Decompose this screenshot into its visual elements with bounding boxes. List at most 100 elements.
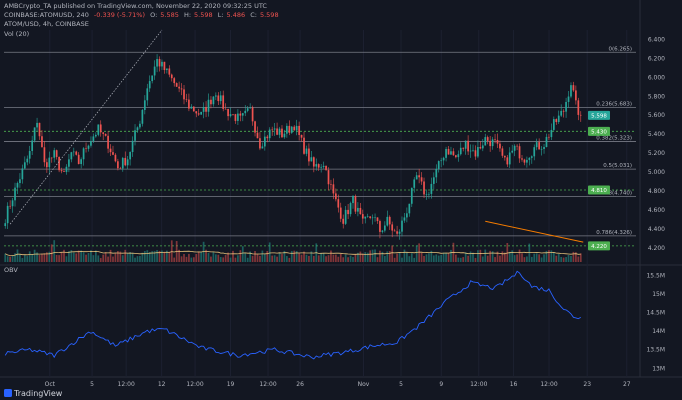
candle-body: [251, 107, 254, 122]
candle-body: [513, 145, 516, 151]
volume-bar: [543, 254, 545, 262]
candle-body: [523, 159, 526, 163]
obv-axis-tick: 15.5M: [646, 272, 665, 279]
volume-bar: [126, 252, 129, 262]
candle-body: [119, 168, 122, 169]
volume-bar: [383, 256, 386, 262]
volume-bar: [472, 252, 474, 262]
candle-body: [161, 61, 163, 67]
candle-body: [381, 230, 384, 232]
volume-bar: [437, 255, 440, 262]
volume-bar: [232, 250, 234, 262]
volume-bar: [361, 253, 364, 262]
open-value: 5.585: [160, 11, 179, 19]
candle-body: [192, 106, 195, 112]
volume-bar: [491, 251, 494, 262]
volume-bar: [107, 256, 109, 262]
volume-bar: [161, 250, 163, 262]
candle-body: [180, 88, 183, 90]
obv-axis-tick: 15M: [652, 291, 665, 298]
volume-bar: [381, 251, 384, 262]
dotted-trendline: [9, 29, 163, 225]
volume-bar: [325, 256, 327, 262]
volume-bar: [72, 252, 75, 262]
candle-body: [335, 193, 337, 200]
close-label: C:: [250, 11, 257, 19]
candle-body: [477, 147, 479, 157]
volume-bar: [146, 250, 149, 262]
candle-body: [63, 171, 65, 172]
volume-bar: [477, 250, 479, 262]
volume-bar: [166, 250, 168, 262]
volume-bar: [158, 250, 161, 262]
price-level-badge-label: 5.598: [591, 114, 607, 120]
fib-level-label: 0.382(5.323): [596, 135, 632, 141]
volume-bar: [55, 254, 58, 262]
low-label: L:: [217, 11, 224, 19]
volume-bar: [528, 243, 531, 262]
candle-body: [232, 114, 234, 115]
volume-bar: [46, 252, 48, 262]
candle-body: [271, 129, 274, 131]
candle-body: [163, 61, 166, 71]
volume-bar: [535, 253, 538, 262]
obv-axis-tick: 14M: [652, 328, 665, 335]
volume-bar: [80, 250, 83, 262]
volume-bar: [244, 252, 247, 262]
candle-body: [494, 139, 496, 140]
price-axis-tick: 4.200: [648, 245, 665, 252]
price-axis-tick: 6.000: [648, 74, 665, 81]
volume-bar: [183, 254, 185, 262]
volume-bar: [210, 256, 212, 262]
price-level-badge: [588, 241, 610, 251]
candle-body: [560, 110, 563, 116]
volume-bar: [349, 255, 352, 262]
candle-body: [396, 231, 398, 234]
volume-bar: [513, 255, 516, 262]
time-axis-tick: 12:00: [259, 381, 276, 388]
candle-body: [406, 213, 408, 218]
change-label: -0.339 (-5.71%): [93, 11, 145, 19]
candle-body: [156, 59, 158, 67]
volume-bar: [224, 255, 227, 262]
candle-body: [146, 88, 149, 101]
candle-body: [501, 148, 504, 156]
volume-bar: [481, 256, 484, 262]
candle-body: [121, 157, 124, 169]
volume-bar: [36, 252, 38, 262]
volume-bar: [572, 251, 575, 262]
volume-bar: [371, 249, 374, 262]
candle-body: [479, 147, 482, 149]
candle-body: [550, 129, 553, 138]
volume-bar: [276, 256, 278, 262]
time-axis-tick: Nov: [358, 381, 370, 388]
volume-bar: [369, 250, 372, 262]
fib-level-label: 0.618(4.740): [596, 191, 632, 197]
volume-bar: [173, 257, 176, 262]
candle-body: [263, 136, 266, 147]
volume-bar: [342, 257, 345, 262]
volume-bar: [455, 254, 457, 262]
volume-bar: [26, 256, 29, 262]
candle-body: [9, 205, 11, 207]
candle-body: [290, 126, 293, 133]
volume-bar: [77, 250, 80, 262]
candle-body: [239, 113, 242, 116]
candle-body: [489, 140, 492, 147]
volume-bar: [501, 251, 504, 262]
volume-bar: [53, 240, 56, 262]
volume-bar: [339, 253, 342, 262]
candle-body: [339, 207, 342, 219]
time-axis-tick: 12:00: [186, 381, 203, 388]
volume-bar: [410, 253, 413, 262]
fib-level-label: 0.5(5.031): [603, 163, 632, 169]
volume-bar: [254, 251, 256, 262]
volume-bar: [330, 250, 332, 262]
candle-body: [11, 200, 14, 207]
candle-body: [467, 140, 469, 152]
candle-body: [457, 154, 460, 158]
volume-bar: [60, 251, 63, 262]
time-axis-tick: 12:00: [118, 381, 135, 388]
volume-bar: [464, 252, 467, 262]
